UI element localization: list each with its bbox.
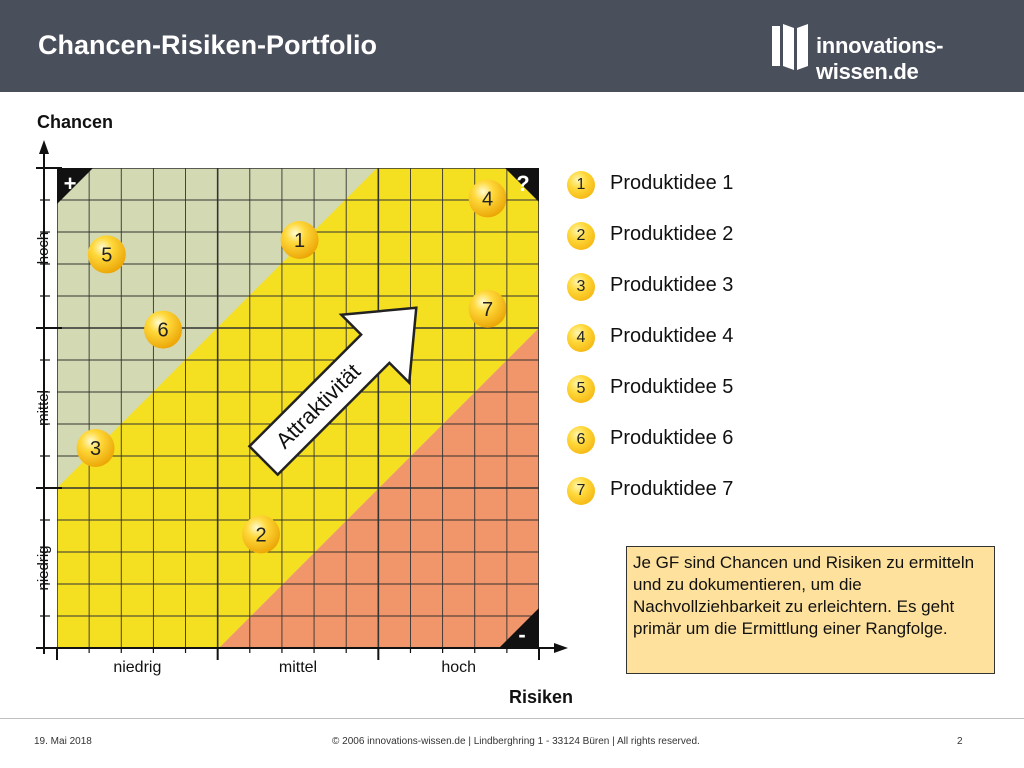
data-point-ball bbox=[280, 221, 319, 259]
logo-text: innovations-wissen.de bbox=[816, 33, 944, 84]
data-point-ball bbox=[144, 310, 183, 349]
legend-label: Produktidee 3 bbox=[610, 274, 734, 296]
data-point-ball bbox=[87, 235, 126, 274]
data-point-label: 6 bbox=[157, 320, 168, 342]
data-point-1: 1 bbox=[280, 221, 319, 259]
portfolio-chart: + ? - Chancen Risiken niedrig mittel hoch n… bbox=[35, 112, 573, 707]
legend-badge: 7 bbox=[567, 477, 595, 505]
legend-item: 6 Produktidee 6 bbox=[565, 425, 825, 455]
corner-top-right bbox=[505, 168, 539, 202]
footer-copyright: © 2006 innovations-wissen.de | Lindbergh… bbox=[332, 736, 700, 747]
legend-item: 7 Produktidee 7 bbox=[565, 476, 825, 506]
note-box: Je GF sind Chancen und Risiken zu ermitt… bbox=[626, 546, 995, 674]
corner-minus: - bbox=[518, 622, 525, 647]
page-title: Chancen-Risiken-Portfolio bbox=[38, 30, 378, 60]
legend-item: 2 Produktidee 2 bbox=[565, 221, 825, 251]
data-point-ball bbox=[242, 515, 281, 554]
footer-divider bbox=[0, 718, 1024, 719]
legend-badge: 2 bbox=[567, 222, 595, 250]
x-category-label: niedrig bbox=[113, 659, 161, 676]
y-axis-arrowhead bbox=[39, 140, 49, 154]
data-point-6: 6 bbox=[144, 310, 183, 349]
legend-badge: 5 bbox=[567, 375, 595, 403]
corner-top-left bbox=[57, 168, 93, 204]
y-category-label: hoch bbox=[35, 232, 52, 265]
data-points: 1 2 3 4 5 6 7 bbox=[76, 179, 507, 554]
data-point-label: 2 bbox=[255, 524, 266, 546]
legend-badge: 3 bbox=[567, 273, 595, 301]
x-axis-title: Risiken bbox=[509, 687, 573, 707]
data-point-5: 5 bbox=[87, 235, 126, 274]
data-point-label: 7 bbox=[482, 299, 493, 321]
data-point-label: 4 bbox=[482, 188, 493, 210]
legend-label: Produktidee 1 bbox=[610, 172, 734, 194]
y-category-label: mittel bbox=[35, 390, 52, 426]
y-category-label: niedrig bbox=[35, 545, 52, 590]
footer-date: 19. Mai 2018 bbox=[34, 736, 92, 747]
book-logo-icon bbox=[772, 24, 808, 70]
header-bar: Chancen-Risiken-Portfolio innovations-wi… bbox=[0, 0, 1024, 92]
data-point-4: 4 bbox=[468, 179, 507, 218]
data-point-7: 7 bbox=[468, 289, 507, 328]
legend-item: 1 Produktidee 1 bbox=[565, 170, 825, 200]
legend-label: Produktidee 7 bbox=[610, 478, 734, 500]
legend-label: Produktidee 4 bbox=[610, 325, 734, 347]
legend-badge: 6 bbox=[567, 426, 595, 454]
legend-item: 5 Produktidee 5 bbox=[565, 374, 825, 404]
data-point-ball bbox=[76, 429, 115, 467]
data-point-label: 5 bbox=[101, 244, 112, 266]
data-point-2: 2 bbox=[242, 515, 281, 554]
data-point-label: 1 bbox=[294, 230, 305, 252]
legend-label: Produktidee 6 bbox=[610, 427, 734, 449]
x-category-label: hoch bbox=[441, 659, 476, 676]
legend-label: Produktidee 2 bbox=[610, 223, 734, 245]
legend-badge: 4 bbox=[567, 324, 595, 352]
axis-ticks bbox=[36, 167, 540, 660]
data-point-ball bbox=[468, 289, 507, 328]
x-category-label: mittel bbox=[279, 659, 317, 676]
legend-item: 4 Produktidee 4 bbox=[565, 323, 825, 353]
corner-question: ? bbox=[516, 171, 529, 196]
footer-page-number: 2 bbox=[957, 736, 963, 747]
legend-label: Produktidee 5 bbox=[610, 376, 734, 398]
data-point-label: 3 bbox=[90, 438, 101, 460]
y-axis-title: Chancen bbox=[37, 112, 113, 132]
data-point-ball bbox=[468, 179, 507, 218]
corner-bottom-right bbox=[499, 608, 539, 648]
x-axis-arrowhead bbox=[554, 643, 568, 653]
legend-badge: 1 bbox=[567, 171, 595, 199]
data-point-3: 3 bbox=[76, 429, 115, 467]
legend-item: 3 Produktidee 3 bbox=[565, 272, 825, 302]
corner-plus: + bbox=[64, 171, 77, 196]
